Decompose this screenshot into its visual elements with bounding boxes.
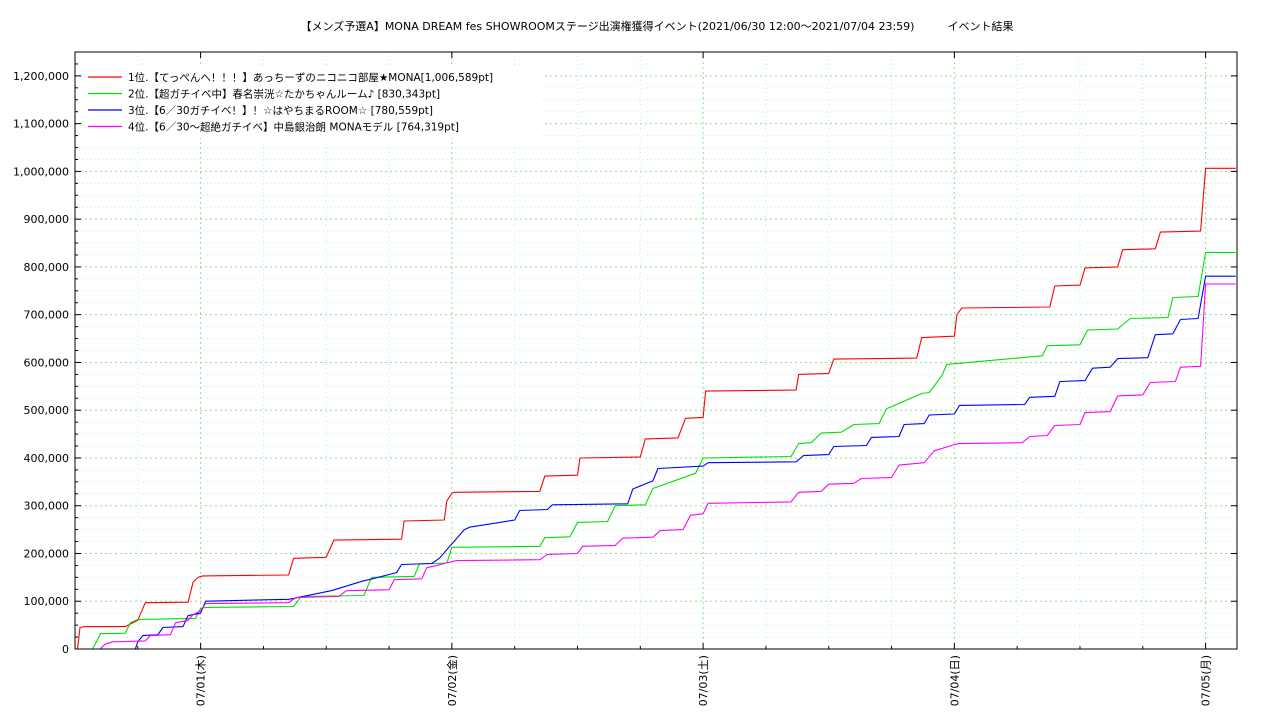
axis-layer: 0 100,000 200,000 300,000 400,000 500,000 600,… — [13, 52, 1237, 706]
y-tick-label: 900,000 — [24, 213, 70, 226]
x-tick-label: 07/02(金) — [445, 655, 459, 706]
y-tick-label: 300,000 — [24, 500, 70, 513]
legend: 1位.【てっぺんへ！！！】あっちーずのニコニコ部屋★MONA[1,006,589… — [82, 66, 542, 138]
y-tick-label: 200,000 — [24, 547, 70, 560]
legend-label-3: 3位.【6／30ガチイベ！】！☆はやちまるROOM☆ [780,559pt] — [128, 104, 433, 117]
x-tick-label: 07/04(日) — [948, 655, 961, 706]
y-tick-label: 1,000,000 — [13, 165, 69, 178]
legend-label-2: 2位.【超ガチイベ中】春名崇洸☆たかちゃんルーム♪ [830,343pt] — [128, 88, 440, 101]
y-tick-label: 1,200,000 — [13, 70, 69, 83]
series-layer — [75, 167, 1236, 650]
y-tick-label: 700,000 — [24, 309, 70, 322]
y-tick-label: 800,000 — [24, 261, 70, 274]
y-tick-label: 1,100,000 — [13, 118, 69, 131]
y-tick-label: 0 — [62, 643, 69, 656]
y-tick-label: 500,000 — [24, 404, 70, 417]
x-tick-label: 07/05(月) — [1200, 655, 1213, 706]
x-tick-label: 07/03(土) — [697, 655, 710, 706]
legend-label-4: 4位.【6／30〜超絶ガチイベ】中島銀治朗 MONAモデル [764,319pt… — [128, 121, 459, 134]
x-tick-label: 07/01(木) — [195, 655, 208, 706]
series-line-4 — [75, 283, 1236, 650]
series-line-1 — [75, 167, 1236, 650]
legend-background — [82, 66, 542, 138]
y-tick-label: 600,000 — [24, 356, 70, 369]
series-line-3 — [75, 275, 1236, 650]
chart-title: 【メンズ予選A】MONA DREAM fes SHOWROOMステージ出演権獲得… — [301, 19, 1014, 33]
y-tick-label: 400,000 — [24, 452, 70, 465]
legend-label-1: 1位.【てっぺんへ！！！】あっちーずのニコニコ部屋★MONA[1,006,589… — [128, 71, 493, 84]
y-tick-label: 100,000 — [24, 595, 70, 608]
grid-layer — [75, 52, 1237, 649]
